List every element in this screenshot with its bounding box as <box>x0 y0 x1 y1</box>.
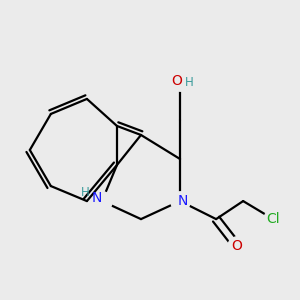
Text: N: N <box>178 194 188 208</box>
Text: H: H <box>81 187 90 200</box>
Text: N: N <box>91 191 102 205</box>
Text: O: O <box>232 239 243 253</box>
Text: O: O <box>172 74 182 88</box>
Text: Cl: Cl <box>266 212 280 226</box>
Text: H: H <box>185 76 194 89</box>
